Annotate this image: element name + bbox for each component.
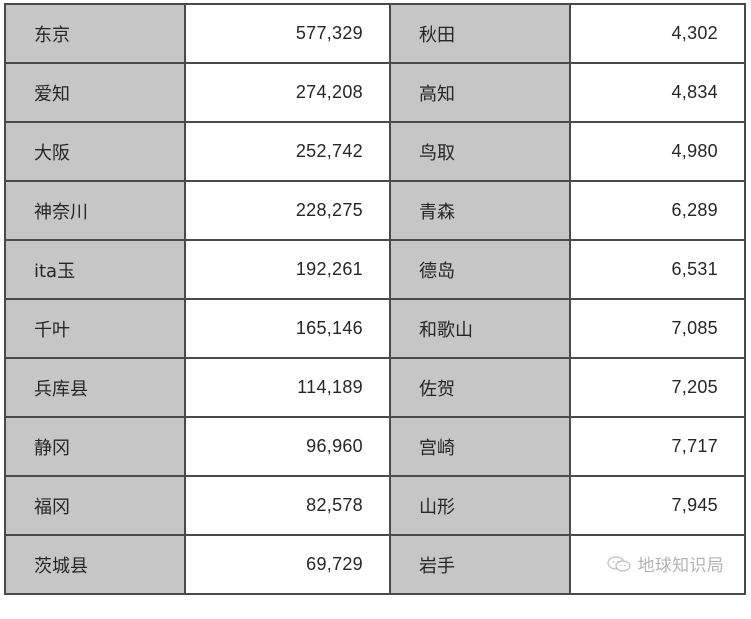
left-prefecture-name: 神奈川: [4, 180, 186, 241]
right-prefecture-value: 7,205: [569, 357, 746, 418]
right-prefecture-value-watermarked: 地球知识局: [569, 534, 746, 595]
right-prefecture-value: 7,717: [569, 416, 746, 477]
left-prefecture-value: 82,578: [184, 475, 391, 536]
left-prefecture-value: 274,208: [184, 62, 391, 123]
left-prefecture-value: 114,189: [184, 357, 391, 418]
table-row: 大阪 252,742 鸟取 4,980: [4, 121, 746, 182]
left-prefecture-value: 96,960: [184, 416, 391, 477]
right-prefecture-name: 佐贺: [389, 357, 571, 418]
right-prefecture-name: 德岛: [389, 239, 571, 300]
right-prefecture-value: 4,302: [569, 3, 746, 64]
left-prefecture-value: 577,329: [184, 3, 391, 64]
left-prefecture-name: 兵库县: [4, 357, 186, 418]
table-row: 茨城县 69,729 岩手 地球知识局: [4, 534, 746, 595]
table-row: 千叶 165,146 和歌山 7,085: [4, 298, 746, 359]
left-prefecture-name: 静冈: [4, 416, 186, 477]
right-prefecture-name: 和歌山: [389, 298, 571, 359]
right-prefecture-name: 岩手: [389, 534, 571, 595]
left-prefecture-name: 大阪: [4, 121, 186, 182]
left-prefecture-value: 228,275: [184, 180, 391, 241]
left-prefecture-value: 69,729: [184, 534, 391, 595]
right-prefecture-value: 7,085: [569, 298, 746, 359]
left-prefecture-value: 165,146: [184, 298, 391, 359]
right-prefecture-name: 秋田: [389, 3, 571, 64]
right-prefecture-name: 鸟取: [389, 121, 571, 182]
right-prefecture-value: 4,980: [569, 121, 746, 182]
left-prefecture-value: 252,742: [184, 121, 391, 182]
watermark-text: 地球知识局: [637, 556, 724, 576]
left-prefecture-name: 福冈: [4, 475, 186, 536]
right-prefecture-value: 6,289: [569, 180, 746, 241]
right-prefecture-name: 宫崎: [389, 416, 571, 477]
right-prefecture-name: 山形: [389, 475, 571, 536]
watermark: 地球知识局: [606, 551, 725, 576]
prefecture-value-table: 东京 577,329 秋田 4,302 爱知 274,208 高知 4,834 …: [4, 3, 746, 595]
left-prefecture-name: 千叶: [4, 298, 186, 359]
table-row: ita玉 192,261 德岛 6,531: [4, 239, 746, 300]
right-prefecture-name: 青森: [389, 180, 571, 241]
left-prefecture-value: 192,261: [184, 239, 391, 300]
table-row: 兵库县 114,189 佐贺 7,205: [4, 357, 746, 418]
right-prefecture-name: 高知: [389, 62, 571, 123]
table-row: 静冈 96,960 宫崎 7,717: [4, 416, 746, 477]
left-prefecture-name: 爱知: [4, 62, 186, 123]
table-row: 神奈川 228,275 青森 6,289: [4, 180, 746, 241]
left-prefecture-name: 茨城县: [4, 534, 186, 595]
table-row: 爱知 274,208 高知 4,834: [4, 62, 746, 123]
right-prefecture-value: 4,834: [569, 62, 746, 123]
right-prefecture-value: 7,945: [569, 475, 746, 536]
left-prefecture-name: ita玉: [4, 239, 186, 300]
left-prefecture-name: 东京: [4, 3, 186, 64]
table-row: 东京 577,329 秋田 4,302: [4, 3, 746, 64]
right-prefecture-value: 6,531: [569, 239, 746, 300]
table-row: 福冈 82,578 山形 7,945: [4, 475, 746, 536]
prefecture-table-container: 东京 577,329 秋田 4,302 爱知 274,208 高知 4,834 …: [4, 3, 746, 595]
wechat-icon: [606, 556, 631, 572]
